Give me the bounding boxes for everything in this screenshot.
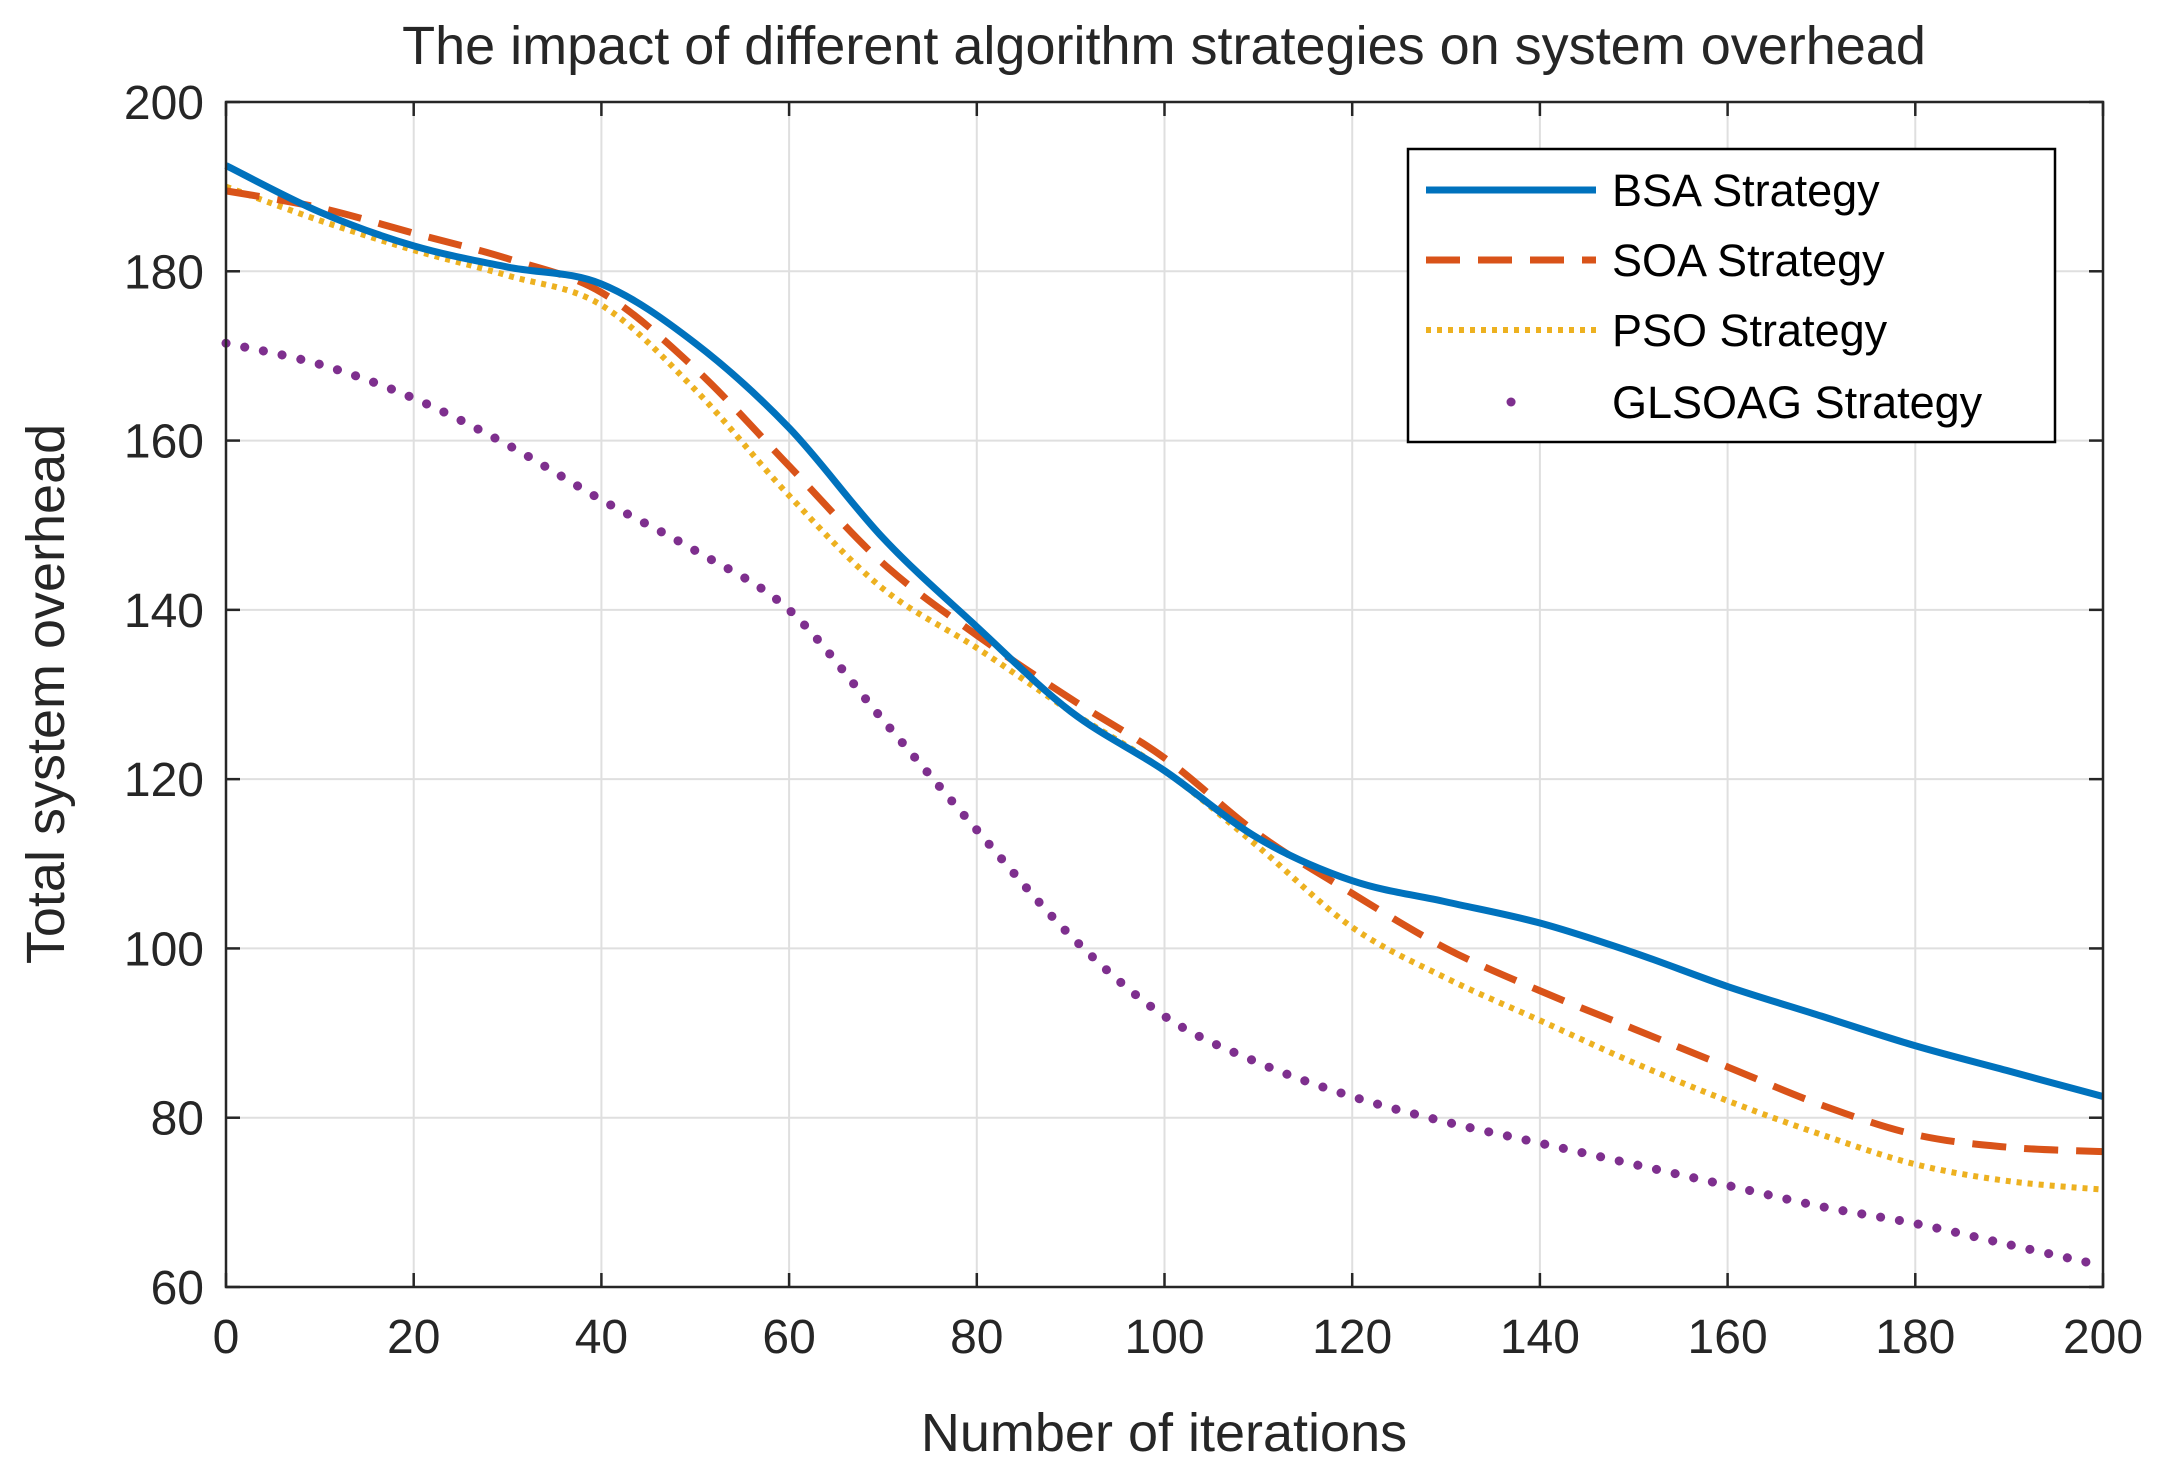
x-tick-label: 100 [1124, 1311, 1204, 1364]
legend-box [1406, 147, 2057, 444]
legend-label: GLSOAG Strategy [1612, 377, 1983, 428]
y-tick-label: 140 [124, 585, 204, 638]
x-tick-label: 60 [762, 1311, 815, 1364]
series-layer [221, 162, 2108, 1271]
y-tick-label: 100 [124, 923, 204, 976]
y-tick-label: 200 [124, 77, 204, 130]
series-line-glsoag-strategy [221, 338, 2108, 1271]
x-axis-label: Number of iterations [921, 1403, 1407, 1463]
x-tick-label: 200 [2063, 1311, 2143, 1364]
chart-title: The impact of different algorithm strate… [402, 16, 1926, 76]
legend-label: PSO Strategy [1612, 305, 1888, 356]
y-axis-label: Total system overhead [16, 424, 76, 964]
y-tick-label: 180 [124, 246, 204, 299]
y-tick-label: 120 [124, 754, 204, 807]
x-tick-label: 180 [1875, 1311, 1955, 1364]
y-tick-label: 80 [151, 1093, 204, 1146]
x-tick-label: 80 [950, 1311, 1003, 1364]
y-tick-label: 60 [151, 1262, 204, 1315]
x-tick-label: 20 [387, 1311, 440, 1364]
legend: BSA Strategy SOA Strategy PSO Strategy GLSO… [1406, 147, 2057, 444]
legend-label: BSA Strategy [1612, 165, 1880, 216]
legend-label: SOA Strategy [1612, 235, 1885, 286]
x-tick-label: 120 [1312, 1311, 1392, 1364]
series-line-bsa-strategy [224, 162, 2104, 1100]
x-tick-label: 40 [575, 1311, 628, 1364]
x-tick-label: 0 [213, 1311, 240, 1364]
x-tick-label: 160 [1688, 1311, 1768, 1364]
y-tick-label: 160 [124, 416, 204, 469]
axis-ticks: 0 20 40 60 80 100 120 140 160 180 200 60 80 100 120 140… [124, 77, 2143, 1364]
x-tick-label: 140 [1500, 1311, 1580, 1364]
